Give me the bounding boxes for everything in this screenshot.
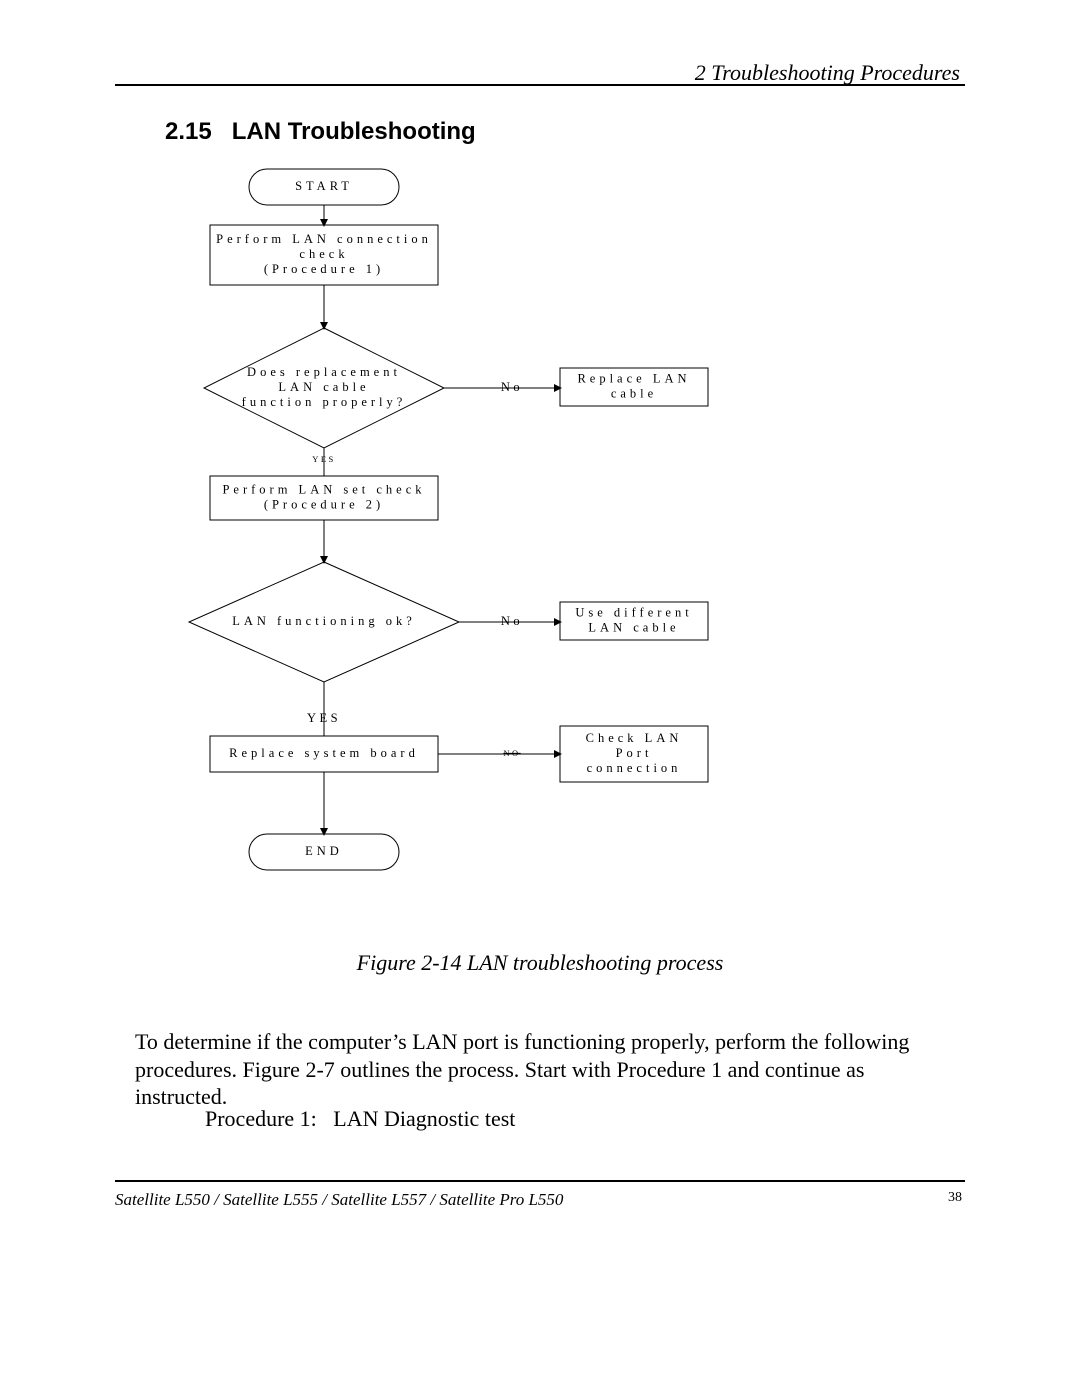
page: 2 Troubleshooting Procedures 2.15 LAN Tr… <box>0 0 1080 1397</box>
flow-checkport-line0: Check LAN <box>586 731 683 745</box>
flow-dec1-line0: Does replacement <box>247 365 401 379</box>
flow-replace-line0: Replace LAN <box>577 371 690 385</box>
flow-checkport-line1: Port <box>616 746 653 760</box>
procedure-line: Procedure 1: LAN Diagnostic test <box>205 1106 515 1132</box>
flow-end-label: END <box>305 844 343 858</box>
flow-proc1-line0: Perform LAN connection <box>216 232 432 246</box>
header-rule <box>115 84 965 86</box>
flow-no1_lbl: No <box>501 380 523 394</box>
flow-replace-line1: cable <box>611 386 657 400</box>
flow-sysboard-line0: Replace system board <box>229 746 419 760</box>
flowchart-svg: STARTPerform LAN connectioncheck(Procedu… <box>180 160 740 900</box>
section-name: LAN Troubleshooting <box>232 118 476 145</box>
flowchart: STARTPerform LAN connectioncheck(Procedu… <box>180 160 740 900</box>
flow-checkport-line2: connection <box>587 761 682 775</box>
footer-rule <box>115 1180 965 1182</box>
flow-dec2-line0: LAN functioning ok? <box>232 614 416 628</box>
flow-proc1-line1: check <box>299 247 348 261</box>
flow-proc2-line1: (Procedure 2) <box>264 497 384 511</box>
section-title: 2.15 LAN Troubleshooting <box>165 118 476 146</box>
flow-dec1-line1: LAN cable <box>278 380 369 394</box>
flow-usediff-line0: Use different <box>575 605 692 619</box>
flow-no2_lbl: No <box>501 614 523 628</box>
flow-proc2-line0: Perform LAN set check <box>222 482 425 496</box>
procedure-label: Procedure 1: <box>205 1106 317 1131</box>
footer-left: Satellite L550 / Satellite L555 / Satell… <box>115 1190 563 1210</box>
body-paragraph: To determine if the computer’s LAN port … <box>135 1028 960 1111</box>
flow-proc1-line2: (Procedure 1) <box>264 262 384 276</box>
footer-page-number: 38 <box>948 1190 962 1206</box>
chapter-header: 2 Troubleshooting Procedures <box>695 60 960 86</box>
procedure-text: LAN Diagnostic test <box>333 1106 515 1131</box>
figure-caption: Figure 2-14 LAN troubleshooting process <box>0 950 1080 976</box>
section-number: 2.15 <box>165 118 212 145</box>
flow-start-label: START <box>295 179 353 193</box>
flow-usediff-line1: LAN cable <box>588 620 679 634</box>
flow-dec1-line2: function properly? <box>242 395 407 409</box>
flow-no3_lbl: NO <box>503 748 520 758</box>
